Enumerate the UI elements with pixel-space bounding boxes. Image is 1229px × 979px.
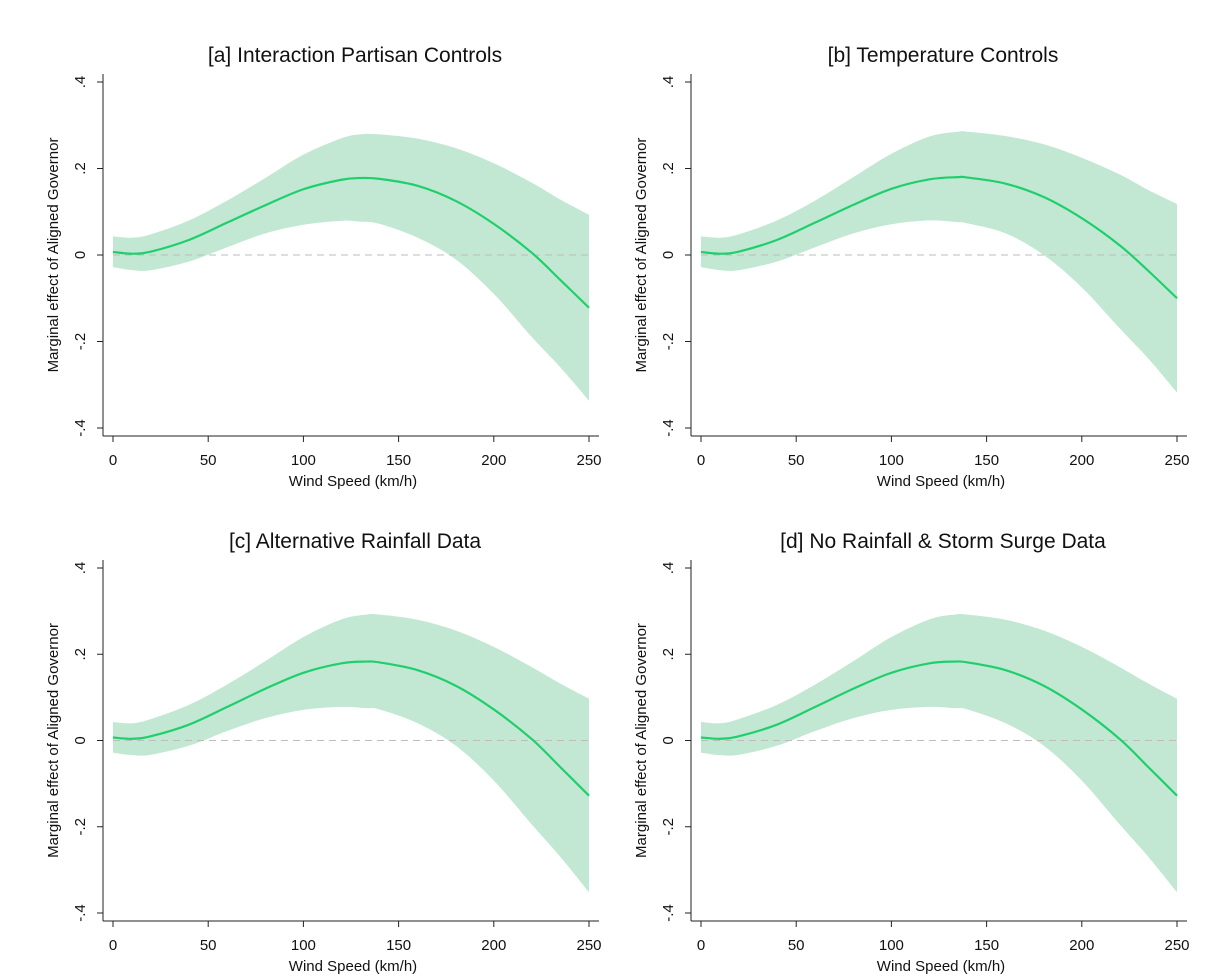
y-tick-label: -.4 bbox=[72, 904, 89, 922]
panel-title: [c] Alternative Rainfall Data bbox=[229, 530, 481, 553]
x-tick-label: 100 bbox=[291, 452, 316, 469]
confidence-band bbox=[113, 133, 589, 401]
x-tick-label: 250 bbox=[1164, 452, 1189, 469]
x-tick-label: 0 bbox=[697, 452, 705, 469]
x-tick-label: 50 bbox=[788, 452, 805, 469]
y-tick-label: 0 bbox=[72, 736, 89, 744]
x-tick-label: 0 bbox=[109, 937, 117, 954]
y-tick-label: -.2 bbox=[660, 333, 677, 351]
x-tick-label: 0 bbox=[697, 937, 705, 954]
x-tick-label: 200 bbox=[1069, 452, 1094, 469]
y-tick-label: 0 bbox=[660, 736, 677, 744]
x-axis-title: Wind Speed (km/h) bbox=[289, 958, 417, 975]
y-tick-label: .4 bbox=[72, 76, 89, 89]
x-tick-label: 200 bbox=[481, 452, 506, 469]
chart-panel: 0 50 100 150 200 250 -.4 -.2 0 .2 .4 [a] Interactio… bbox=[45, 44, 602, 490]
estimate-line bbox=[112, 660, 590, 797]
y-tick-label: .2 bbox=[660, 162, 677, 175]
x-tick-label: 150 bbox=[974, 937, 999, 954]
y-axis-title: Marginal effect of Aligned Governor bbox=[633, 623, 650, 858]
x-tick-label: 0 bbox=[109, 452, 117, 469]
x-tick-label: 50 bbox=[788, 937, 805, 954]
panel-title: [b] Temperature Controls bbox=[828, 44, 1059, 67]
y-tick-label: -.2 bbox=[660, 818, 677, 836]
x-tick-label: 150 bbox=[386, 452, 411, 469]
x-axis-title: Wind Speed (km/h) bbox=[877, 958, 1005, 975]
estimate-line bbox=[112, 176, 590, 309]
estimate-line bbox=[700, 660, 1178, 797]
y-tick-label: -.2 bbox=[72, 333, 89, 351]
y-tick-label: .2 bbox=[72, 162, 89, 175]
y-tick-label: 0 bbox=[72, 251, 89, 259]
chart-panel: 0 50 100 150 200 250 -.4 -.2 0 .2 .4 [b] Temperatur… bbox=[633, 44, 1190, 490]
x-tick-label: 150 bbox=[386, 937, 411, 954]
y-tick-label: .4 bbox=[660, 76, 677, 89]
y-tick-label: .2 bbox=[660, 648, 677, 661]
x-axis-title: Wind Speed (km/h) bbox=[877, 473, 1005, 490]
panel-title: [d] No Rainfall & Storm Surge Data bbox=[780, 530, 1106, 553]
y-tick-label: 0 bbox=[660, 251, 677, 259]
y-tick-label: -.4 bbox=[72, 419, 89, 437]
confidence-band bbox=[701, 131, 1177, 393]
x-tick-label: 50 bbox=[200, 937, 217, 954]
confidence-band bbox=[701, 613, 1177, 893]
chart-panel: 0 50 100 150 200 250 -.4 -.2 0 .2 .4 [d] No Rainfal… bbox=[633, 530, 1190, 975]
y-tick-label: .2 bbox=[72, 648, 89, 661]
x-tick-label: 50 bbox=[200, 452, 217, 469]
x-axis-title: Wind Speed (km/h) bbox=[289, 473, 417, 490]
x-tick-label: 150 bbox=[974, 452, 999, 469]
y-axis-title: Marginal effect of Aligned Governor bbox=[45, 138, 62, 373]
x-tick-label: 100 bbox=[879, 937, 904, 954]
estimate-line bbox=[700, 175, 1178, 300]
y-tick-label: -.4 bbox=[660, 904, 677, 922]
y-tick-label: .4 bbox=[660, 562, 677, 575]
chart-panel: 0 50 100 150 200 250 -.4 -.2 0 .2 .4 [c] Alternativ… bbox=[45, 530, 602, 975]
panel-title: [a] Interaction Partisan Controls bbox=[208, 44, 502, 67]
x-tick-label: 250 bbox=[576, 452, 601, 469]
x-tick-label: 100 bbox=[879, 452, 904, 469]
x-tick-label: 250 bbox=[1164, 937, 1189, 954]
x-tick-label: 100 bbox=[291, 937, 316, 954]
y-tick-label: -.4 bbox=[660, 419, 677, 437]
x-tick-label: 200 bbox=[1069, 937, 1094, 954]
y-tick-label: -.2 bbox=[72, 818, 89, 836]
x-tick-label: 200 bbox=[481, 937, 506, 954]
confidence-band bbox=[113, 613, 589, 893]
y-axis-title: Marginal effect of Aligned Governor bbox=[45, 623, 62, 858]
y-tick-label: .4 bbox=[72, 562, 89, 575]
x-tick-label: 250 bbox=[576, 937, 601, 954]
y-axis-title: Marginal effect of Aligned Governor bbox=[633, 138, 650, 373]
